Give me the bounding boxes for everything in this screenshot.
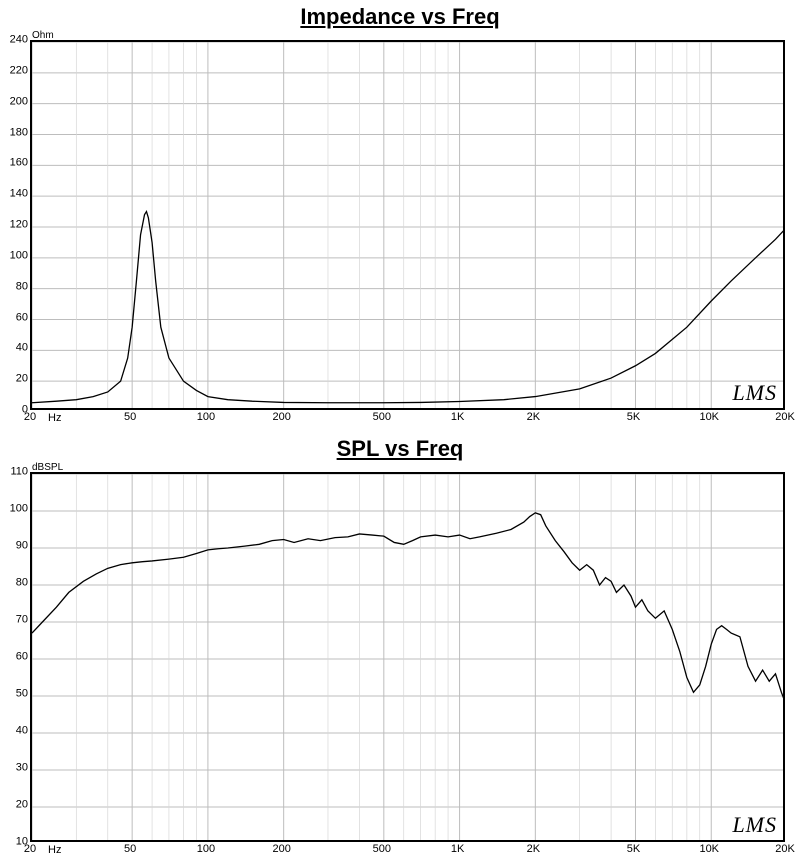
y-tick-label: 80: [16, 281, 28, 292]
chart2-plot-wrap: dBSPL 102030405060708090100110 LMS 20501…: [0, 464, 800, 864]
y-tick-label: 20: [16, 374, 28, 385]
x-tick-label: 1K: [451, 412, 464, 423]
chart1-y-labels: 020406080100120140160180200220240: [0, 40, 28, 410]
y-tick-label: 80: [16, 578, 28, 589]
y-tick-label: 100: [10, 504, 28, 515]
x-tick-label: 50: [124, 844, 136, 855]
y-tick-label: 160: [10, 158, 28, 169]
chart1-svg: [32, 42, 785, 410]
x-tick-label: 20: [24, 844, 36, 855]
x-tick-label: 5K: [627, 412, 640, 423]
chart1-x-unit: Hz: [48, 412, 61, 424]
chart1-plot-area: LMS: [30, 40, 785, 410]
y-tick-label: 90: [16, 541, 28, 552]
x-tick-label: 10K: [699, 412, 719, 423]
chart2-branding: LMS: [732, 812, 777, 838]
x-tick-label: 20K: [775, 412, 795, 423]
y-tick-label: 240: [10, 35, 28, 46]
x-tick-label: 1K: [451, 844, 464, 855]
y-tick-label: 220: [10, 65, 28, 76]
chart2-svg: [32, 474, 785, 842]
y-tick-label: 70: [16, 615, 28, 626]
y-tick-label: 50: [16, 689, 28, 700]
x-tick-label: 500: [373, 412, 391, 423]
chart2-y-labels: 102030405060708090100110: [0, 472, 28, 842]
y-tick-label: 100: [10, 250, 28, 261]
spl-chart: SPL vs Freq dBSPL 1020304050607080901001…: [0, 436, 800, 864]
y-tick-label: 20: [16, 800, 28, 811]
chart1-plot-wrap: Ohm 020406080100120140160180200220240 LM…: [0, 32, 800, 432]
y-tick-label: 200: [10, 96, 28, 107]
y-tick-label: 110: [10, 467, 28, 478]
y-tick-label: 180: [10, 127, 28, 138]
x-tick-label: 50: [124, 412, 136, 423]
chart2-x-unit: Hz: [48, 844, 61, 856]
x-tick-label: 5K: [627, 844, 640, 855]
x-tick-label: 100: [197, 844, 215, 855]
x-tick-label: 200: [272, 412, 290, 423]
y-tick-label: 120: [10, 220, 28, 231]
impedance-chart: Impedance vs Freq Ohm 020406080100120140…: [0, 4, 800, 432]
x-tick-label: 20: [24, 412, 36, 423]
x-tick-label: 200: [272, 844, 290, 855]
x-tick-label: 100: [197, 412, 215, 423]
chart1-branding: LMS: [732, 380, 777, 406]
x-tick-label: 2K: [527, 412, 540, 423]
chart2-plot-area: LMS: [30, 472, 785, 842]
chart2-title: SPL vs Freq: [0, 436, 800, 462]
y-tick-label: 140: [10, 189, 28, 200]
x-tick-label: 10K: [699, 844, 719, 855]
x-tick-label: 20K: [775, 844, 795, 855]
x-tick-label: 2K: [527, 844, 540, 855]
y-tick-label: 40: [16, 726, 28, 737]
chart1-title: Impedance vs Freq: [0, 4, 800, 30]
y-tick-label: 30: [16, 763, 28, 774]
y-tick-label: 60: [16, 312, 28, 323]
y-tick-label: 40: [16, 343, 28, 354]
y-tick-label: 60: [16, 652, 28, 663]
x-tick-label: 500: [373, 844, 391, 855]
